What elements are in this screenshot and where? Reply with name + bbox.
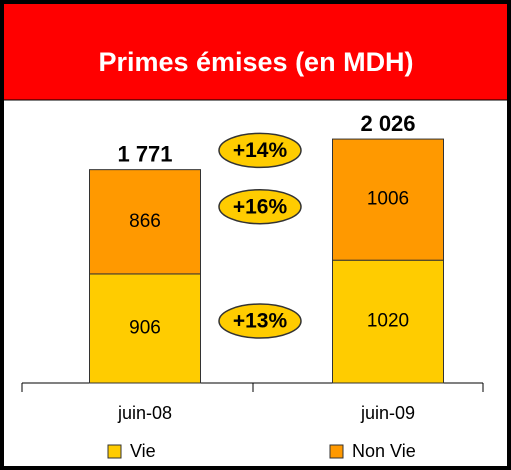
growth-badge	[218, 303, 302, 339]
x-tick-label: juin-08	[117, 403, 172, 423]
growth-badge	[218, 132, 302, 169]
value-label: 906	[129, 317, 161, 338]
legend-label: Non Vie	[352, 441, 416, 461]
legend-swatch	[107, 444, 122, 459]
bar-segment	[89, 273, 201, 384]
growth-label: +16%	[233, 195, 288, 218]
header	[4, 4, 507, 100]
bar-segment	[332, 259, 444, 384]
value-label: 1006	[367, 189, 409, 210]
chart-title: Primes émises (en MDH)	[98, 47, 413, 77]
legend-label: Vie	[130, 441, 156, 461]
total-label: 1 771	[117, 141, 172, 166]
x-tick-label: juin-09	[360, 403, 415, 423]
value-label: 866	[129, 211, 161, 232]
growth-label: +13%	[233, 310, 288, 333]
bar-segment	[332, 138, 444, 261]
bar-segment	[89, 169, 201, 275]
total-label: 2 026	[360, 111, 415, 136]
growth-label: +14%	[233, 139, 288, 162]
legend-swatch	[329, 444, 344, 459]
value-label: 1020	[367, 311, 409, 332]
growth-badge	[218, 188, 302, 225]
